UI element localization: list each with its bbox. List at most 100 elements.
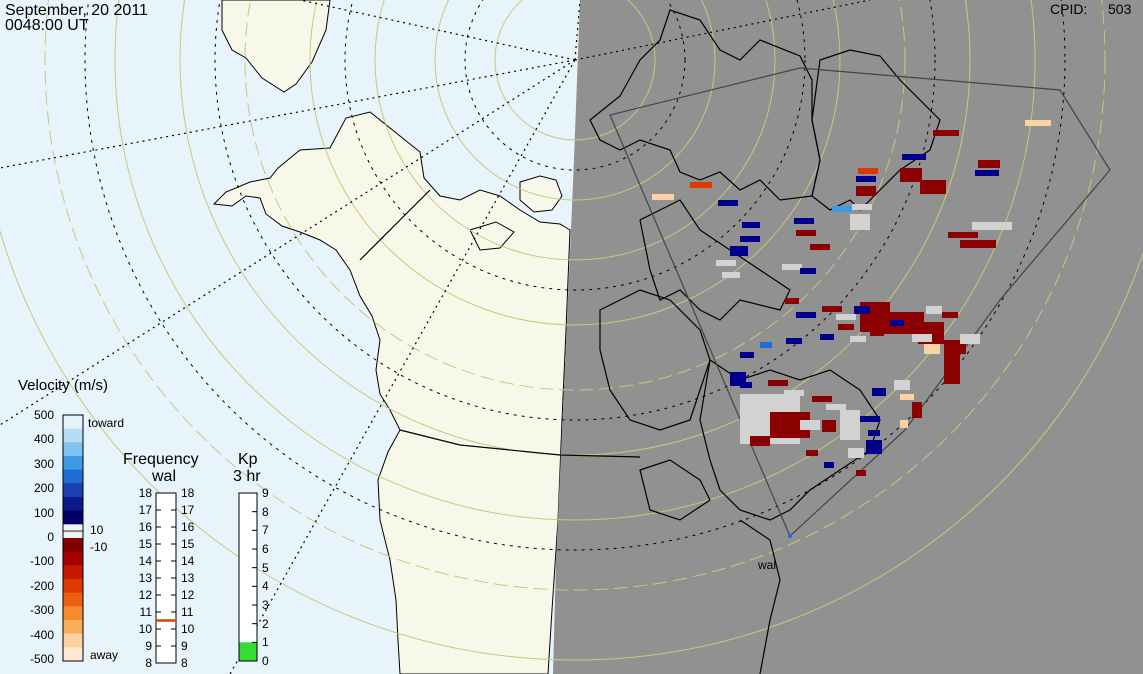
kp-tick-label: 9 [262,486,269,500]
velocity-bar-frame [62,414,84,662]
velocity-color-segment [63,415,83,430]
radar-echo-cell [740,236,760,242]
kp-tick-label: 1 [262,635,269,650]
cpid-label: CPID: [1050,1,1088,17]
frequency-tick-label-right: 10 [181,622,195,636]
radar-echo-cell [978,160,1000,168]
radar-echo-cell [900,394,914,400]
radar-echo-cell [900,420,908,428]
radar-echo-cell [800,268,816,274]
velocity-tick-label: 500 [33,408,54,422]
radar-echo-cell [832,206,852,212]
radar-echo-cell [900,168,922,182]
velocity-tick-label: -400 [29,627,54,642]
radar-echo-cell [690,182,712,188]
velocity-tick-label: 0 [47,530,54,544]
radar-echo-cell [826,404,846,410]
radar-echo-cell [854,306,870,314]
radar-echo-cell [894,380,910,390]
radar-echo-cell [806,450,818,456]
velocity-tick-label: 100 [33,505,54,520]
frequency-tick-label-left: 18 [138,486,152,500]
velocity-color-segment [63,428,83,443]
radar-echo-cell [868,430,880,436]
coastlines-night [359,9,941,674]
frequency-tick-label-right: 9 [181,639,188,653]
radar-echo-cell [960,334,980,344]
velocity-color-segment [63,579,83,594]
longitude-lines [0,0,871,674]
hudson-bay-coast [599,289,711,431]
radar-echo-cell [820,334,834,340]
radar-echo-cell [782,264,802,270]
time-label: 0048:00 UT [5,17,89,34]
frequency-scale [155,492,177,664]
frequency-tick-label-left: 12 [138,588,152,602]
radar-echo-cell [718,200,738,206]
kp-legend-subtitle: 3 hr [233,468,261,485]
radar-echo-cell [838,324,854,330]
radar-echo-cell [722,272,740,278]
velocity-color-segment [63,592,83,607]
radar-echo-cell [902,154,926,160]
radar-echo-cell [975,170,999,176]
radar-echo-cell [730,246,748,256]
velocity-color-bar [62,414,84,662]
frequency-tick-label-right: 14 [181,554,195,568]
radar-echo-cell [742,222,760,228]
velocity-tick-label: -100 [29,554,54,569]
radar-echo-cell [890,320,904,326]
radar-echo-cell [812,396,832,402]
radar-echo-cell [822,420,836,432]
frequency-legend-title: Frequency [123,451,199,468]
frequency-tick-label-right: 12 [181,588,195,602]
frequency-tick-label-right: 17 [181,503,195,517]
us-east-coast [739,519,781,674]
alaska-land [212,111,571,674]
dashed-rings [84,0,1066,551]
canada-us-border [399,429,641,458]
kp-legend-title: Kp [238,451,258,468]
ground-scatter-upper-label: 10 [90,523,104,537]
radar-echo-cell [872,388,886,396]
kp-bar-frame [238,492,258,662]
radar-echo-cell [836,314,856,320]
greenland-coast [811,49,941,211]
radar-echo-cell [822,306,842,312]
velocity-color-segment [63,620,83,635]
kp-tick-label: 0 [262,654,269,668]
frequency-tick-label-left: 8 [145,656,152,670]
radar-echo-cell [870,330,884,336]
frequency-tick-label-left: 9 [145,639,152,653]
night-side [553,0,1143,674]
velocity-color-segment [63,469,83,484]
radar-echo-cell [848,448,864,458]
radar-echo-cell [972,222,1012,230]
frequency-tick-label-right: 8 [181,656,188,670]
date-label: September, 20 2011 [5,2,148,19]
radar-echo-cell [794,218,814,224]
velocity-away-label: away [90,648,119,662]
radar-echo-cell [740,352,754,358]
frequency-tick-label-right: 11 [181,605,194,619]
frequency-tick-label-right: 18 [181,486,195,500]
velocity-color-segment [63,456,83,471]
radar-echo-cell [800,420,820,430]
banks-island [519,175,563,213]
radar-echo-cell [850,336,866,342]
radar-echo-cell [786,338,802,344]
alaska-yukon-border [359,189,431,261]
velocity-color-segment [63,565,83,580]
velocity-legend-title: Velocity (m/s) [18,377,109,394]
radar-echo-cell [912,402,922,418]
kp-tick-label: 4 [262,579,269,594]
frequency-tick-label-left: 10 [138,622,152,636]
radar-echo-cell [740,382,752,388]
radar-echo-cell [785,298,799,304]
frequency-tick-label-right: 16 [181,520,195,534]
frequency-tick-label-left: 17 [138,503,152,517]
velocity-tick-label: 400 [33,432,54,447]
